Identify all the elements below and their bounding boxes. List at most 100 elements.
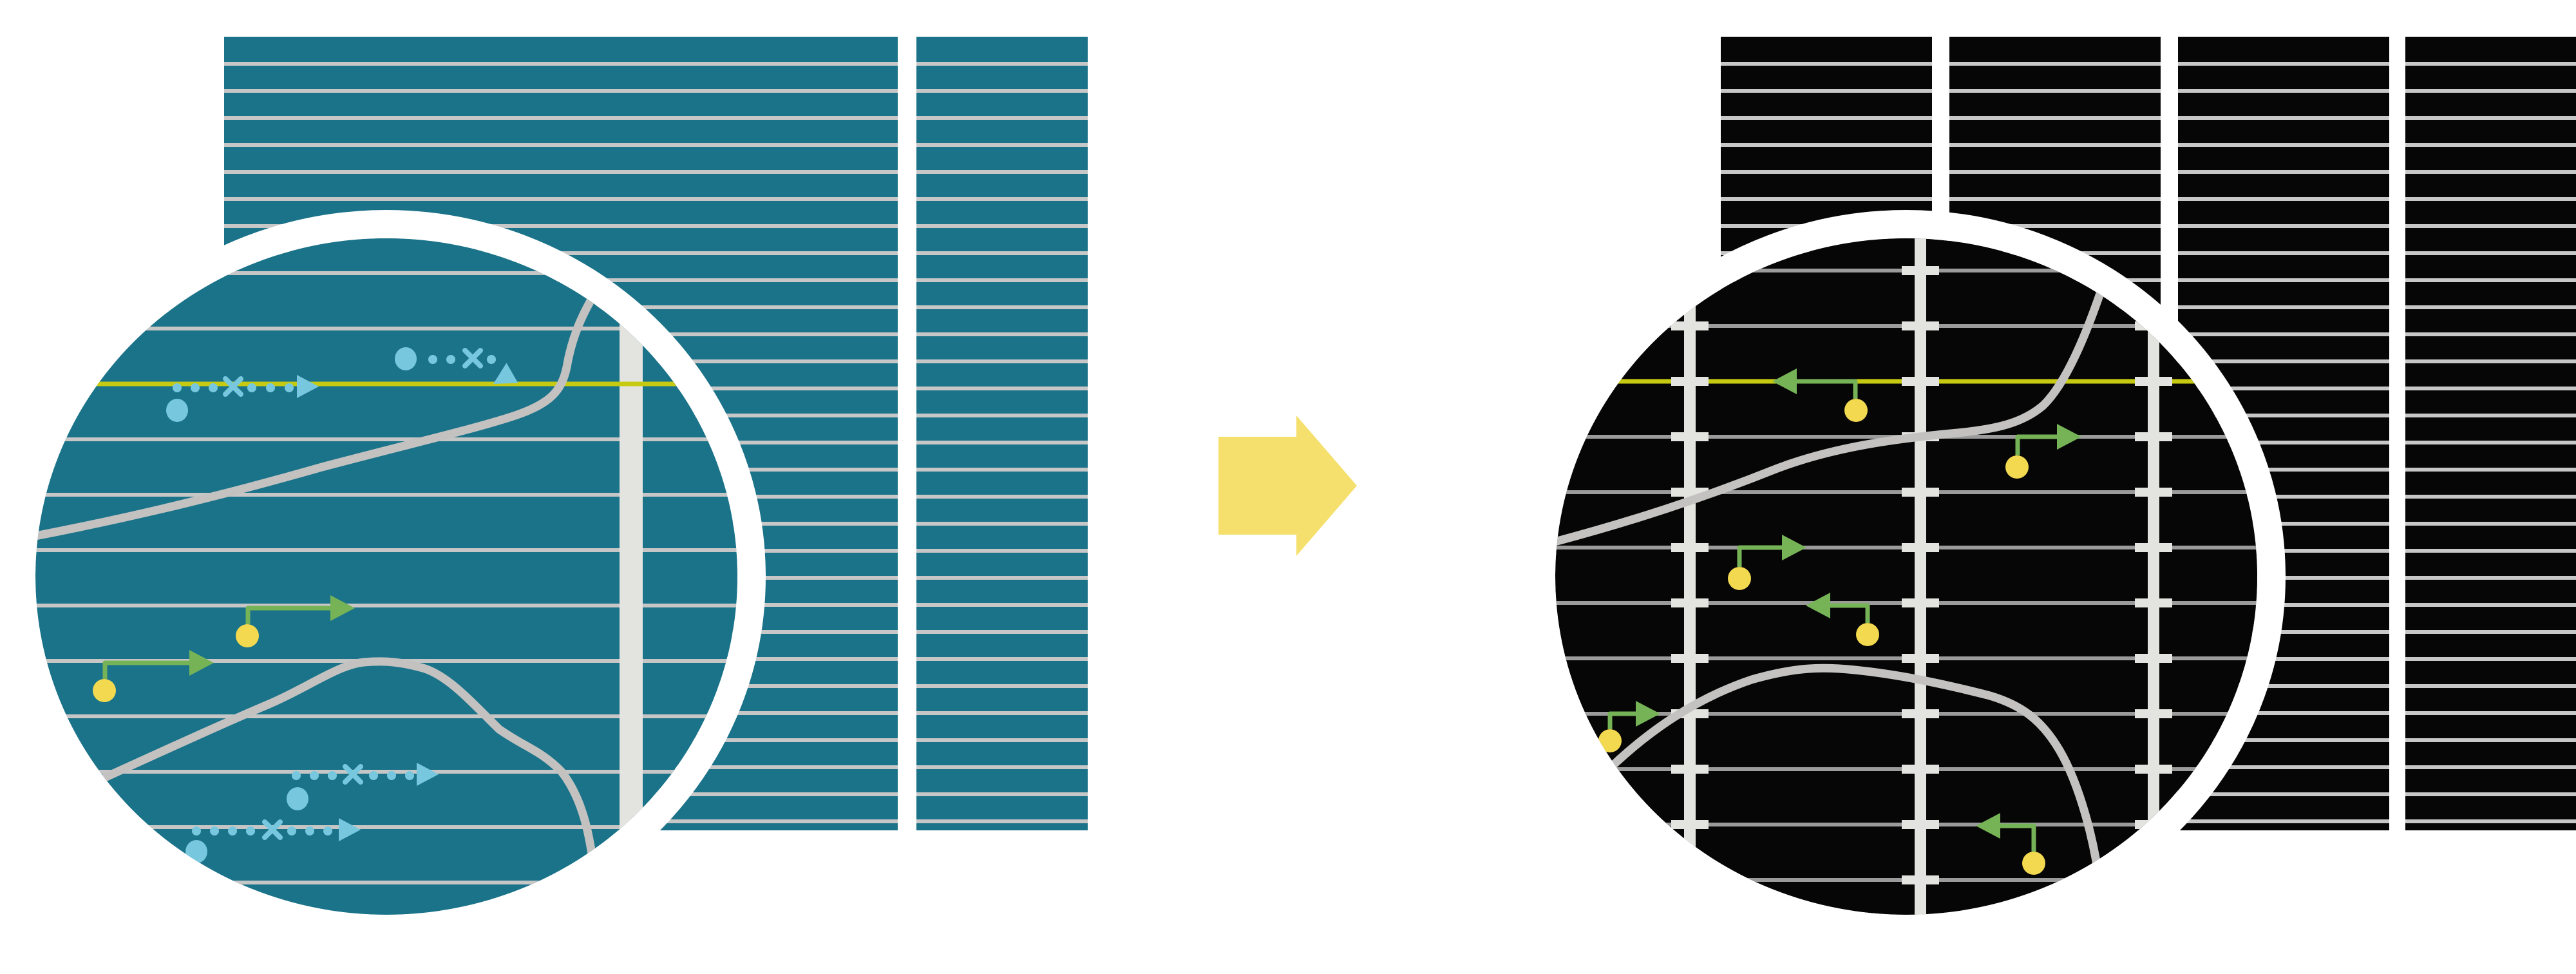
right-magnifier-lens-solder-pad (1671, 820, 1709, 829)
left-magnifier-lens-finger-line (35, 770, 737, 774)
left-solar-cell-panel-finger-line (224, 170, 898, 174)
left-solar-cell-panel-finger-line (916, 170, 1088, 174)
right-magnifier-lens-solder-pad (1671, 543, 1709, 552)
right-solar-cell-panel-finger-line (2405, 332, 2576, 336)
right-solar-cell-panel-finger-line (2405, 657, 2576, 661)
right-solar-cell-panel-finger-line (2405, 197, 2576, 201)
left-solar-cell-panel-finger-line (916, 657, 1088, 661)
hole-arrowhead-icon (1772, 368, 1797, 394)
right-solar-cell-panel-finger-line (2405, 819, 2576, 823)
left-magnifier-lens-busbar (620, 238, 643, 915)
right-solar-cell-panel-finger-line (2405, 62, 2576, 66)
right-solar-cell-panel-finger-line (2405, 684, 2576, 688)
right-magnifier-lens-solder-pad (2135, 543, 2172, 552)
left-solar-cell-panel-finger-line (916, 359, 1088, 363)
electron-arrowhead-icon (339, 818, 361, 841)
right-solar-cell-panel-finger-line (2405, 468, 2576, 472)
right-solar-cell-panel-finger-line (1949, 197, 2161, 201)
right-solar-cell-panel-finger-line (2178, 305, 2389, 309)
left-solar-cell-panel-finger-line (916, 495, 1088, 499)
right-solar-cell-panel-finger-line (2405, 224, 2576, 228)
left-magnifier-lens-finger-line (35, 437, 737, 441)
left-solar-cell-panel-finger-line (916, 630, 1088, 634)
left-solar-cell-panel-finger-line (224, 89, 898, 93)
left-solar-cell-panel-finger-line (916, 711, 1088, 715)
right-solar-cell-panel-finger-line (2178, 630, 2389, 634)
right-solar-cell-panel-finger-line (2178, 657, 2389, 661)
hole-path-line (102, 660, 189, 679)
right-magnifier-lens-solder-pad (1902, 765, 1939, 774)
right-solar-cell-panel-finger-line (2178, 332, 2389, 336)
right-solar-cell-panel-finger-line (2178, 738, 2389, 742)
electron-trail-dot (246, 826, 255, 836)
right-solar-cell-panel-finger-line (2178, 522, 2389, 526)
right-solar-cell-panel-finger-line (2405, 278, 2576, 282)
hole-arrowhead-icon (189, 650, 214, 676)
right-solar-cell-panel-finger-line (2405, 359, 2576, 363)
left-solar-cell-panel-column (916, 37, 1088, 830)
right-magnifier-lens-solder-pad (1902, 598, 1939, 607)
left-solar-cell-panel-finger-line (916, 765, 1088, 769)
left-solar-cell-panel-finger-line (224, 143, 898, 147)
electron-trail-dot (323, 826, 332, 836)
right-solar-cell-panel-finger-line (1721, 62, 1932, 66)
left-solar-cell-panel-finger-line (224, 197, 898, 201)
recombination-cross-icon (262, 819, 283, 840)
hole-path-line (245, 606, 330, 624)
hole-dot-icon (93, 679, 116, 702)
hole-dot-icon (1598, 729, 1622, 752)
right-solar-cell-panel-finger-line (2405, 387, 2576, 390)
right-magnifier-lens (1555, 238, 2257, 915)
right-solar-cell-panel-finger-line (2405, 116, 2576, 120)
left-solar-cell-panel-finger-line (916, 197, 1088, 201)
electron-arrowhead-icon (297, 375, 319, 398)
right-magnifier-lens-solder-pad (2135, 432, 2172, 441)
right-solar-cell-panel-finger-line (2178, 170, 2389, 174)
electron-trail-dot (369, 771, 378, 780)
hole-path-line (2000, 823, 2036, 852)
right-solar-cell-panel-finger-line (2405, 441, 2576, 444)
right-solar-cell-panel-finger-line (2178, 224, 2389, 228)
electron-trail-dot (209, 383, 218, 392)
left-magnifier-lens-finger-line (35, 493, 737, 497)
right-solar-cell-panel-finger-line (2178, 359, 2389, 363)
left-solar-cell-panel-finger-line (916, 62, 1088, 66)
right-magnifier-lens-solder-pad (1671, 598, 1709, 607)
left-solar-cell-panel-finger-line (916, 468, 1088, 472)
right-solar-cell-panel-finger-line (1721, 197, 1932, 201)
left-solar-cell-panel-finger-line (916, 792, 1088, 796)
right-solar-cell-panel-finger-line (2178, 387, 2389, 390)
right-magnifier-lens-solder-pad (1902, 709, 1939, 718)
electron-trail-dot (285, 383, 294, 392)
right-magnifier-lens-solder-pad (1902, 266, 1939, 275)
right-solar-cell-panel-finger-line (2178, 116, 2389, 120)
right-solar-cell-panel-finger-line (2178, 819, 2389, 823)
left-solar-cell-panel-finger-line (916, 819, 1088, 823)
left-magnifier-lens-grain-boundary-line (79, 657, 602, 912)
electron-trail-dot (305, 826, 314, 836)
transition-arrow-icon (1218, 415, 1357, 556)
right-magnifier-lens-solder-pad (1902, 875, 1939, 884)
left-solar-cell-panel-finger-line (916, 738, 1088, 742)
electron-trail-dot (210, 826, 219, 836)
left-solar-cell-panel-finger-line (916, 332, 1088, 336)
electron-trail-dot (446, 355, 455, 364)
left-solar-cell-panel-finger-line (916, 684, 1088, 688)
left-magnifier-lens-finger-line (35, 548, 737, 552)
electron-trail-dot (292, 771, 301, 780)
recombination-cross-icon (462, 348, 483, 368)
right-solar-cell-panel-finger-line (2178, 197, 2389, 201)
right-solar-cell-panel-finger-line (2178, 441, 2389, 444)
left-magnifier-lens-finger-line (35, 327, 737, 330)
right-solar-cell-panel-finger-line (2405, 630, 2576, 634)
hole-path-line (1797, 379, 1858, 399)
electron-trail-dot (228, 826, 237, 836)
electron-trail-dot (191, 383, 200, 392)
right-solar-cell-panel-finger-line (2178, 684, 2389, 688)
right-magnifier-lens-solder-pad (1902, 377, 1939, 386)
right-magnifier-lens-solder-pad (1902, 820, 1939, 829)
electron-arrowhead-icon (493, 363, 518, 384)
hole-dot-icon (2005, 455, 2029, 479)
hole-arrowhead-icon (1806, 593, 1830, 618)
electron-trail-dot (310, 771, 319, 780)
